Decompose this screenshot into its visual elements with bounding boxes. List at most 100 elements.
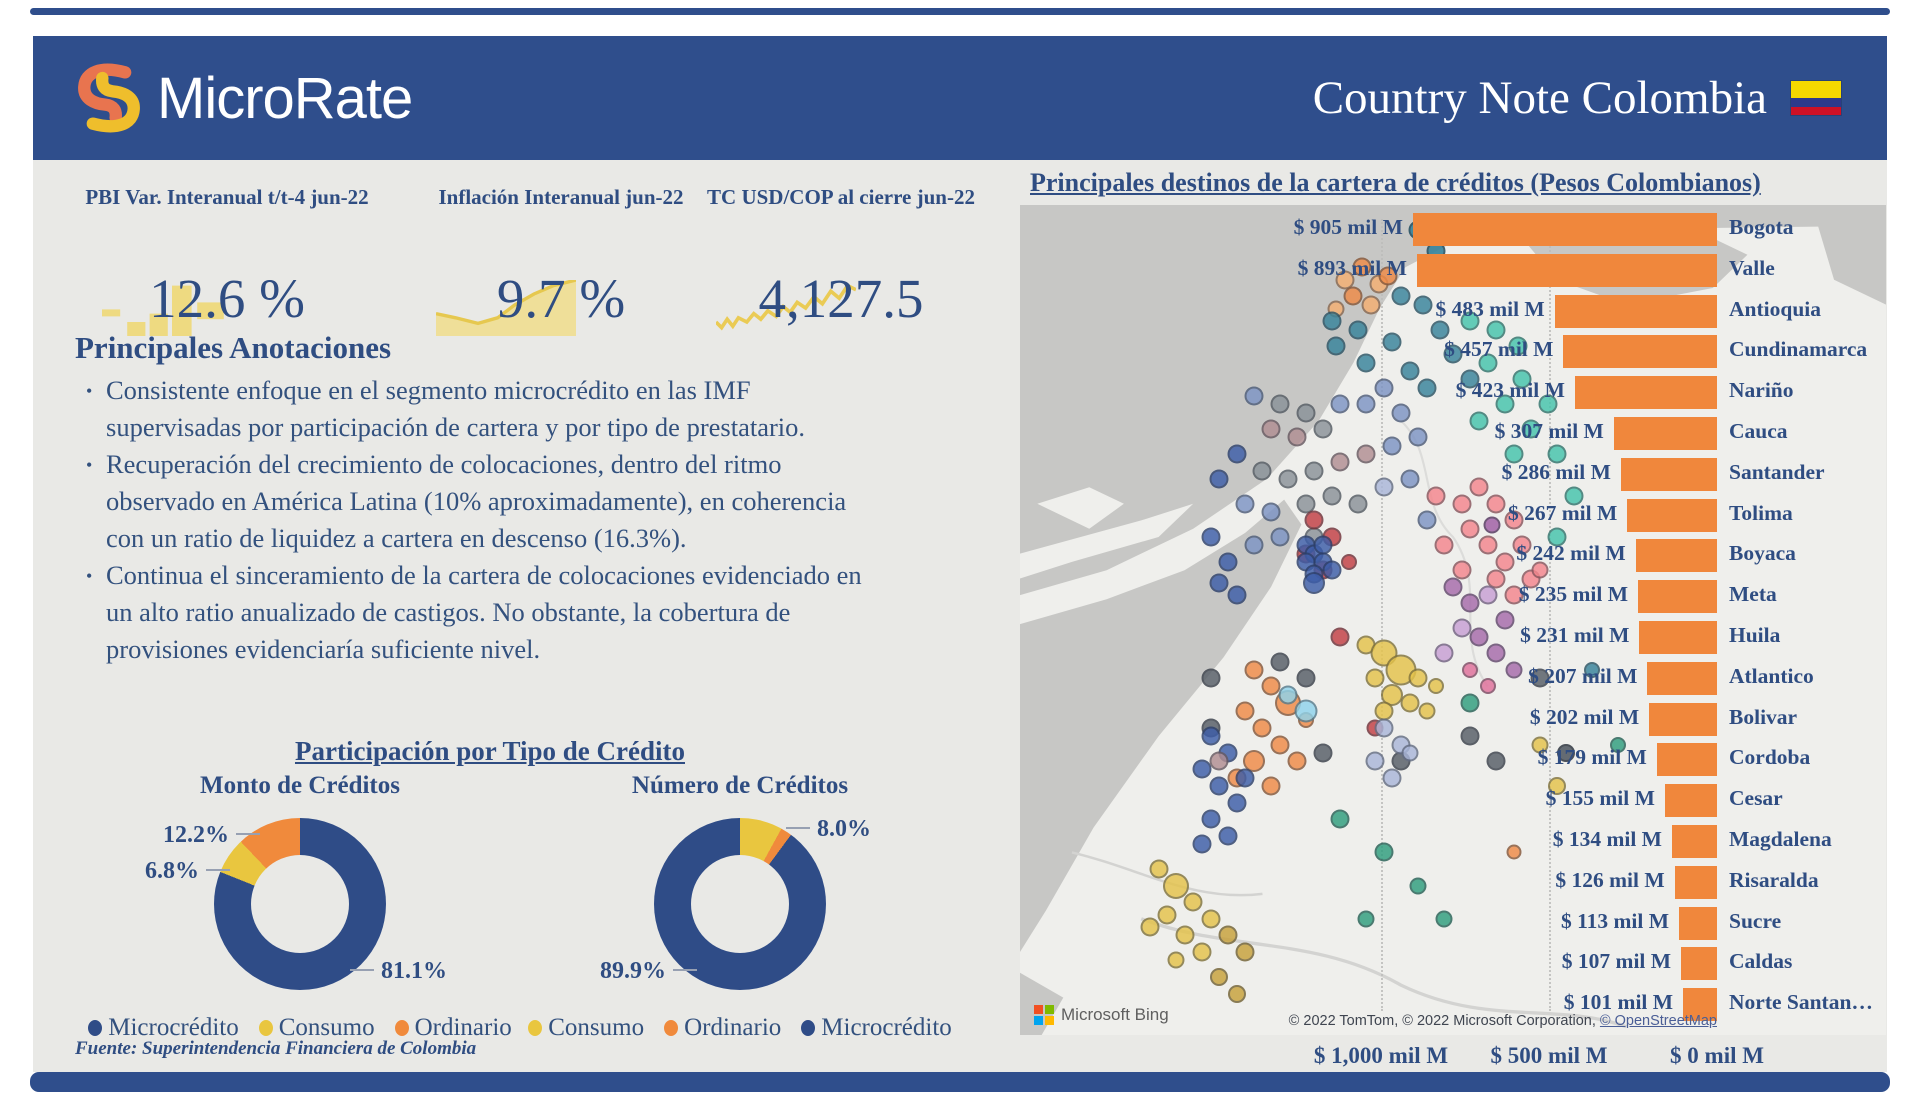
bar-Santander[interactable]: [1620, 457, 1717, 491]
map-data-point[interactable]: [1326, 336, 1346, 356]
map-data-point[interactable]: [1504, 444, 1524, 464]
map-data-point[interactable]: [1469, 627, 1489, 647]
map-data-point[interactable]: [1209, 469, 1229, 489]
map-data-point[interactable]: [1356, 353, 1376, 373]
map-data-point[interactable]: [1479, 678, 1496, 695]
map-data-point[interactable]: [1270, 527, 1290, 547]
map-data-point[interactable]: [1227, 793, 1246, 813]
map-data-point[interactable]: [1175, 925, 1195, 945]
bar-Tolima[interactable]: [1627, 498, 1717, 532]
map-data-point[interactable]: [1210, 967, 1229, 986]
map-data-point[interactable]: [1356, 444, 1376, 464]
bar-Cesar[interactable]: [1664, 784, 1717, 818]
map-data-point[interactable]: [1460, 311, 1480, 331]
map-data-point[interactable]: [1547, 777, 1566, 795]
bar-Magdalena[interactable]: [1671, 825, 1717, 858]
map-data-point[interactable]: [1547, 444, 1567, 464]
legend-item[interactable]: Ordinario: [394, 1014, 512, 1042]
map-data-point[interactable]: [1434, 535, 1454, 555]
map-data-point[interactable]: [1261, 776, 1281, 796]
map-data-point[interactable]: [1330, 627, 1350, 647]
map-data-point[interactable]: [1434, 643, 1454, 663]
map-data-point[interactable]: [1252, 718, 1272, 738]
map-data-point[interactable]: [1227, 444, 1246, 464]
map-data-point[interactable]: [1361, 295, 1381, 315]
bar-Nariño[interactable]: [1574, 376, 1717, 410]
map-data-point[interactable]: [1417, 510, 1437, 530]
map-data-point[interactable]: [1296, 668, 1316, 688]
map-data-point[interactable]: [1278, 685, 1298, 705]
map-data-point[interactable]: [1435, 910, 1453, 928]
map-data-point[interactable]: [1417, 378, 1437, 398]
map-data-point[interactable]: [1330, 394, 1350, 414]
map-data-point[interactable]: [1418, 702, 1436, 720]
map-data-point[interactable]: [1242, 750, 1265, 773]
map-data-point[interactable]: [1218, 925, 1238, 945]
map-data-point[interactable]: [1303, 571, 1326, 594]
map-data-point[interactable]: [1547, 527, 1567, 547]
map-data-point[interactable]: [1244, 535, 1264, 555]
map-data-point[interactable]: [1382, 436, 1402, 456]
map-data-point[interactable]: [1427, 678, 1444, 695]
map-data-point[interactable]: [1443, 577, 1463, 597]
map-data-point[interactable]: [1538, 394, 1558, 414]
map-data-point[interactable]: [1452, 618, 1472, 638]
bar-Norte Santan…[interactable]: [1683, 988, 1717, 1022]
map-data-point[interactable]: [1218, 552, 1238, 572]
map-data-point[interactable]: [1486, 320, 1506, 339]
map-data-point[interactable]: [1261, 676, 1281, 696]
map-data-point[interactable]: [1408, 668, 1428, 688]
map-data-point[interactable]: [1531, 561, 1549, 579]
map-data-point[interactable]: [1287, 751, 1307, 771]
map-data-point[interactable]: [1352, 257, 1372, 277]
bar-Boyaca[interactable]: [1635, 539, 1717, 573]
bar-Huila[interactable]: [1639, 621, 1717, 654]
map-canvas[interactable]: $ 905 mil M Bogota $ 893 mil M Valle $ 483 m…: [1020, 205, 1886, 1035]
map-data-point[interactable]: [1486, 569, 1506, 588]
bar-Risaralda[interactable]: [1674, 865, 1717, 899]
map-data-point[interactable]: [1508, 336, 1528, 356]
map-data-point[interactable]: [1209, 573, 1229, 593]
bar-Cordoba[interactable]: [1656, 743, 1717, 777]
map-data-point[interactable]: [1244, 660, 1264, 680]
map-data-point[interactable]: [1483, 516, 1501, 534]
legend-item[interactable]: Consumo: [258, 1014, 375, 1042]
map-data-point[interactable]: [1322, 311, 1342, 331]
map-data-point[interactable]: [1512, 535, 1532, 555]
map-data-point[interactable]: [1261, 502, 1281, 522]
map-data-point[interactable]: [1408, 427, 1428, 447]
map-data-point[interactable]: [1209, 776, 1229, 796]
map-data-point[interactable]: [1365, 751, 1385, 771]
map-data-point[interactable]: [1261, 419, 1281, 439]
map-data-point[interactable]: [1192, 834, 1212, 854]
map-data-point[interactable]: [1201, 909, 1221, 929]
map-data-point[interactable]: [1313, 535, 1333, 555]
map-data-point[interactable]: [1609, 736, 1626, 753]
map-data-point[interactable]: [1218, 826, 1238, 846]
map-data-point[interactable]: [1356, 394, 1376, 414]
map-data-point[interactable]: [1192, 759, 1212, 779]
map-data-point[interactable]: [1330, 809, 1350, 829]
map-data-point[interactable]: [1452, 494, 1472, 514]
map-data-point[interactable]: [1149, 859, 1169, 879]
map-data-point[interactable]: [1530, 668, 1550, 688]
map-data-point[interactable]: [1296, 494, 1316, 514]
map-data-point[interactable]: [1504, 510, 1524, 530]
map-data-point[interactable]: [1374, 378, 1394, 398]
map-data-point[interactable]: [1413, 295, 1433, 315]
map-data-point[interactable]: [1348, 494, 1368, 514]
map-data-point[interactable]: [1400, 361, 1420, 381]
map-data-point[interactable]: [1478, 585, 1498, 605]
map-data-point[interactable]: [1521, 419, 1541, 439]
bar-Bogota[interactable]: [1412, 213, 1717, 246]
map-data-point[interactable]: [1201, 809, 1221, 829]
map-data-point[interactable]: [1235, 942, 1255, 962]
map-data-point[interactable]: [1227, 984, 1246, 1003]
openstreetmap-link[interactable]: © OpenStreetMap: [1599, 1013, 1717, 1029]
map-data-point[interactable]: [1495, 610, 1515, 630]
map-data-point[interactable]: [1378, 266, 1398, 286]
map-data-point[interactable]: [1469, 411, 1489, 431]
map-data-point[interactable]: [1452, 560, 1472, 580]
map-data-point[interactable]: [1374, 718, 1394, 738]
bar-Cundinamarca[interactable]: [1563, 335, 1717, 369]
